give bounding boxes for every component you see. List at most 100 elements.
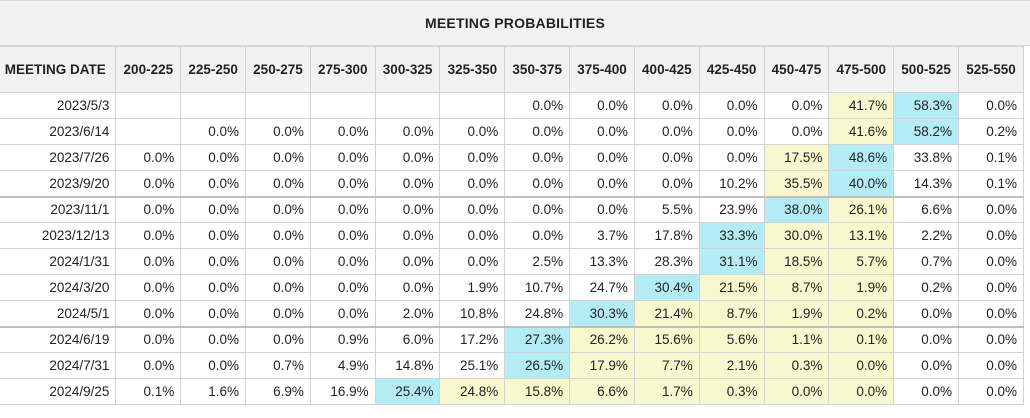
probability-cell: 10.8% [439, 300, 506, 327]
probability-cell: 35.5% [763, 170, 830, 197]
probability-cell: 0.0% [633, 92, 700, 119]
probability-cell: 17.8% [633, 222, 700, 249]
probability-cell: 0.0% [374, 274, 441, 301]
probability-cell: 0.0% [115, 144, 182, 171]
probability-cell: 0.0% [245, 274, 311, 301]
probability-cell: 24.7% [569, 274, 635, 301]
probability-cell: 58.3% [893, 92, 959, 119]
probability-cell: 17.5% [763, 144, 830, 171]
probability-cell: 0.0% [309, 144, 376, 171]
table-row: 2023/9/20 0.0% 0.0% 0.0% 0.0% 0.0% 0.0% 0.0% 0.0… [0, 170, 1025, 197]
probability-cell: 0.0% [309, 118, 376, 145]
header-rate-275-300: 275-300 [309, 46, 376, 93]
probability-cell: 0.0% [115, 222, 182, 249]
probability-cell: 0.2% [828, 300, 895, 327]
table-row: 2024/6/19 0.0% 0.0% 0.0% 0.9% 6.0% 17.2% 27.3% 2… [0, 325, 1025, 353]
probability-cell: 5.5% [633, 195, 700, 223]
probability-cell: 0.0% [439, 144, 506, 171]
probability-cell: 27.3% [504, 325, 571, 353]
probability-cell: 0.0% [957, 325, 1025, 353]
header-rate-375-400: 375-400 [569, 46, 635, 93]
probability-cell: 0.0% [504, 222, 571, 249]
probability-cell: 0.0% [569, 195, 635, 223]
probability-cell: 0.0% [245, 118, 311, 145]
probability-cell: 0.0% [309, 170, 376, 197]
probability-cell: 41.7% [828, 92, 895, 119]
probability-cell: 21.4% [633, 300, 700, 327]
probability-cell: 0.3% [698, 378, 765, 405]
probability-cell: 0.0% [180, 274, 247, 301]
probability-cell: 0.0% [245, 248, 311, 275]
probability-cell: 0.0% [828, 352, 895, 379]
table-row: 2023/7/26 0.0% 0.0% 0.0% 0.0% 0.0% 0.0% 0.0% 0.0… [0, 144, 1025, 171]
probability-cell: 0.0% [309, 300, 376, 327]
probability-cell: 0.0% [115, 325, 182, 353]
probability-cell: 6.0% [374, 325, 441, 353]
probability-cell: 0.0% [504, 144, 571, 171]
meeting-date-cell: 2023/9/20 [0, 170, 117, 197]
table-row: 2024/3/20 0.0% 0.0% 0.0% 0.0% 0.0% 1.9% 10.7% 24… [0, 274, 1025, 301]
probability-cell: 0.0% [763, 378, 830, 405]
probability-cell: 0.0% [180, 222, 247, 249]
probability-cell: 14.3% [893, 170, 959, 197]
probability-cell: 1.9% [439, 274, 506, 301]
probability-cell: 13.1% [828, 222, 895, 249]
meeting-date-cell: 2024/9/25 [0, 378, 117, 405]
probability-cell: 0.0% [633, 144, 700, 171]
probability-cell: 0.2% [893, 274, 959, 301]
meeting-date-cell: 2024/7/31 [0, 352, 117, 379]
probability-cell: 26.1% [828, 195, 895, 223]
probability-cell: 0.2% [957, 118, 1025, 145]
probability-cell: 0.0% [115, 352, 182, 379]
probability-cell: 0.0% [957, 274, 1025, 301]
probability-cell: 16.9% [309, 378, 376, 405]
probability-cell: 10.2% [698, 170, 765, 197]
probability-cell: 0.0% [633, 170, 700, 197]
header-rate-400-425: 400-425 [633, 46, 700, 93]
probability-cell: 0.0% [698, 144, 765, 171]
probability-cell: 31.1% [698, 248, 765, 275]
probability-cell [115, 118, 182, 145]
probability-cell: 24.8% [504, 300, 571, 327]
probability-cell: 0.0% [893, 300, 959, 327]
probability-cell: 0.0% [504, 92, 571, 119]
probability-cell: 0.0% [309, 222, 376, 249]
probability-cell [439, 92, 506, 119]
probability-cell: 15.8% [504, 378, 571, 405]
table-row: 2024/1/31 0.0% 0.0% 0.0% 0.0% 0.0% 0.0% 2.5% 13.… [0, 248, 1025, 275]
probability-cell: 0.0% [180, 352, 247, 379]
probability-cell: 0.0% [957, 92, 1025, 119]
probability-cell: 0.0% [115, 248, 182, 275]
probability-cell: 0.0% [374, 248, 441, 275]
probability-cell: 0.1% [828, 325, 895, 353]
probability-cell: 0.0% [374, 118, 441, 145]
probability-cell: 0.0% [569, 170, 635, 197]
probability-cell: 0.0% [504, 195, 571, 223]
probability-cell: 0.1% [115, 378, 182, 405]
probability-cell: 0.0% [698, 118, 765, 145]
probability-cell: 0.0% [309, 248, 376, 275]
probability-cell: 30.0% [763, 222, 830, 249]
probability-cell: 0.9% [309, 325, 376, 353]
probability-cell: 15.6% [633, 325, 700, 353]
probability-cell: 38.0% [763, 195, 830, 223]
probability-cell: 0.0% [115, 274, 182, 301]
probability-cell: 13.3% [569, 248, 635, 275]
probability-cell: 0.0% [504, 170, 571, 197]
probability-cell: 8.7% [698, 300, 765, 327]
probability-cell: 33.8% [893, 144, 959, 171]
probability-cell: 0.0% [828, 378, 895, 405]
probability-cell: 0.0% [439, 222, 506, 249]
meeting-date-cell: 2023/11/1 [0, 195, 117, 223]
probability-cell: 0.0% [569, 118, 635, 145]
probability-cell: 3.7% [569, 222, 635, 249]
table-row: 2024/5/1 0.0% 0.0% 0.0% 0.0% 2.0% 10.8% 24.8% 30… [0, 300, 1025, 327]
probability-cell: 0.0% [180, 144, 247, 171]
probability-cell: 0.0% [439, 248, 506, 275]
probability-cell: 0.0% [374, 170, 441, 197]
probability-cell: 0.7% [893, 248, 959, 275]
probability-cell: 0.0% [439, 170, 506, 197]
meeting-date-cell: 2024/5/1 [0, 300, 117, 327]
probability-cell: 0.0% [180, 118, 247, 145]
header-meeting-date: MEETING DATE [0, 46, 117, 93]
